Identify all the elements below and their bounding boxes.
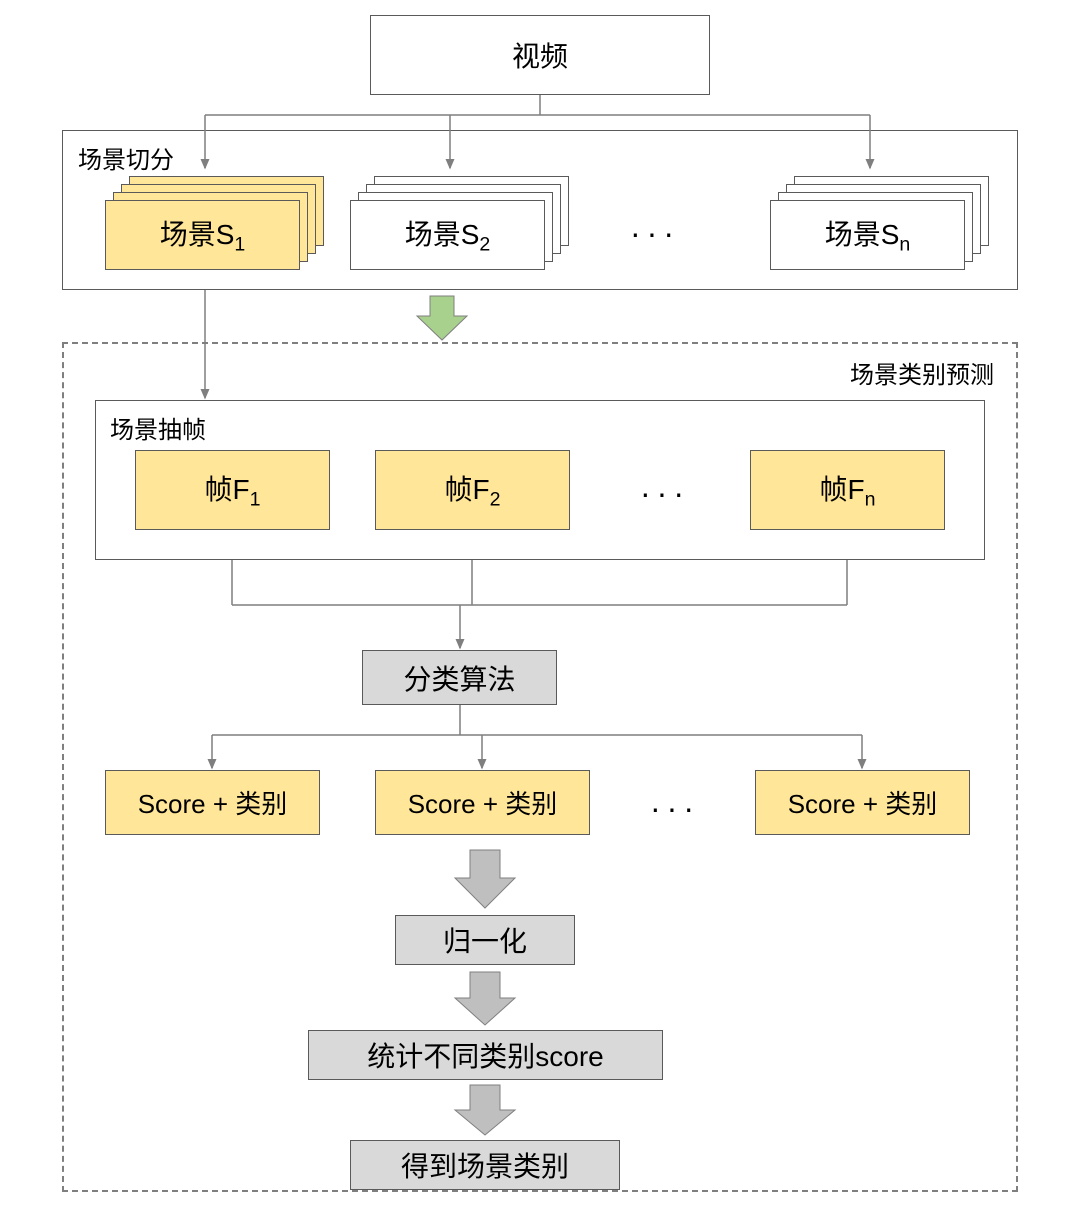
ellipsis-scenes: ··· [630, 215, 680, 252]
node-video: 视频 [370, 15, 710, 95]
ellipsis-scores: ··· [650, 790, 700, 827]
node-video-label: 视频 [512, 35, 568, 75]
node-scenen: 场景Sn [770, 200, 965, 270]
node-result-label: 得到场景类别 [401, 1145, 569, 1185]
node-frame2: 帧F2 [375, 450, 570, 530]
node-frame1-label: 帧F1 [204, 468, 260, 512]
node-scene1: 场景S1 [105, 200, 300, 270]
node-scoren-label: Score + 类别 [788, 784, 938, 821]
node-stats-label: 统计不同类别score [367, 1035, 603, 1075]
node-scene2: 场景S2 [350, 200, 545, 270]
label-prediction: 场景类别预测 [850, 355, 994, 390]
label-frame-extract: 场景抽帧 [110, 410, 206, 445]
node-frame2-label: 帧F2 [444, 468, 500, 512]
node-framen: 帧Fn [750, 450, 945, 530]
node-score2: Score + 类别 [375, 770, 590, 835]
node-classifier-label: 分类算法 [403, 658, 515, 698]
node-score1: Score + 类别 [105, 770, 320, 835]
node-scoren: Score + 类别 [755, 770, 970, 835]
node-normalize-label: 归一化 [443, 920, 527, 960]
node-normalize: 归一化 [395, 915, 575, 965]
node-scenen-label: 场景Sn [825, 213, 911, 257]
label-scene-split: 场景切分 [78, 140, 174, 175]
node-classifier: 分类算法 [362, 650, 557, 705]
node-scene2-label: 场景S2 [405, 213, 491, 257]
ellipsis-frames: ··· [640, 475, 690, 512]
node-score1-label: Score + 类别 [138, 784, 288, 821]
node-stats: 统计不同类别score [308, 1030, 663, 1080]
node-frame1: 帧F1 [135, 450, 330, 530]
node-scene1-label: 场景S1 [160, 213, 246, 257]
node-framen-label: 帧Fn [819, 468, 875, 512]
node-score2-label: Score + 类别 [408, 784, 558, 821]
node-result: 得到场景类别 [350, 1140, 620, 1190]
